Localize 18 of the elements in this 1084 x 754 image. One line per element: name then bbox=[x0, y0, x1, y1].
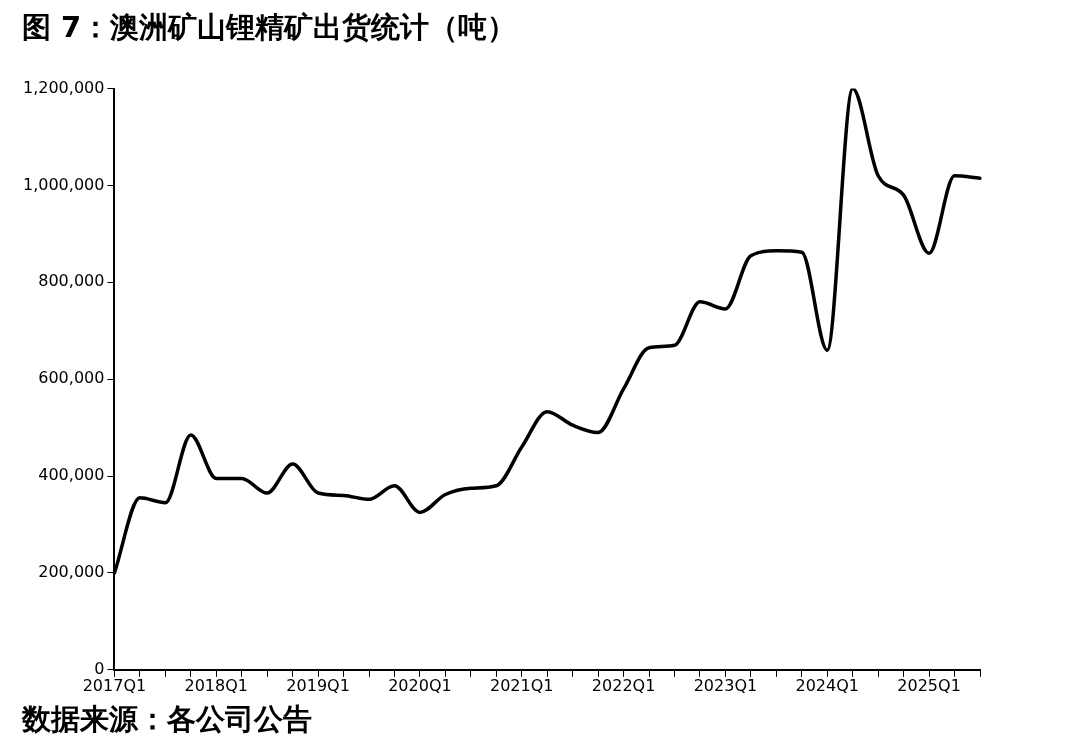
x-tick-label: 2017Q1 bbox=[82, 675, 147, 695]
y-tick-label: 0 bbox=[94, 658, 105, 678]
x-tick-label: 2022Q1 bbox=[591, 675, 656, 695]
x-tick-label: 2018Q1 bbox=[184, 675, 249, 695]
x-tick-label: 2025Q1 bbox=[897, 675, 961, 695]
x-tick-label: 2020Q1 bbox=[388, 675, 452, 695]
y-tick-label: 200,000 bbox=[38, 562, 105, 582]
x-tick-label: 2021Q1 bbox=[490, 675, 554, 695]
x-tick-label: 2024Q1 bbox=[795, 675, 859, 695]
x-tick-label: 2019Q1 bbox=[286, 675, 350, 695]
y-tick-label: 600,000 bbox=[38, 368, 105, 388]
y-tick-label: 400,000 bbox=[38, 465, 105, 485]
y-tick-label: 800,000 bbox=[38, 271, 105, 291]
y-tick-label: 1,000,000 bbox=[22, 174, 105, 194]
x-tick-label: 2023Q1 bbox=[693, 675, 758, 695]
chart-title: 图 7：澳洲矿山锂精矿出货统计（吨） bbox=[22, 9, 517, 46]
y-tick-label: 1,200,000 bbox=[22, 77, 105, 97]
source-note: 数据来源：各公司公告 bbox=[22, 701, 312, 738]
